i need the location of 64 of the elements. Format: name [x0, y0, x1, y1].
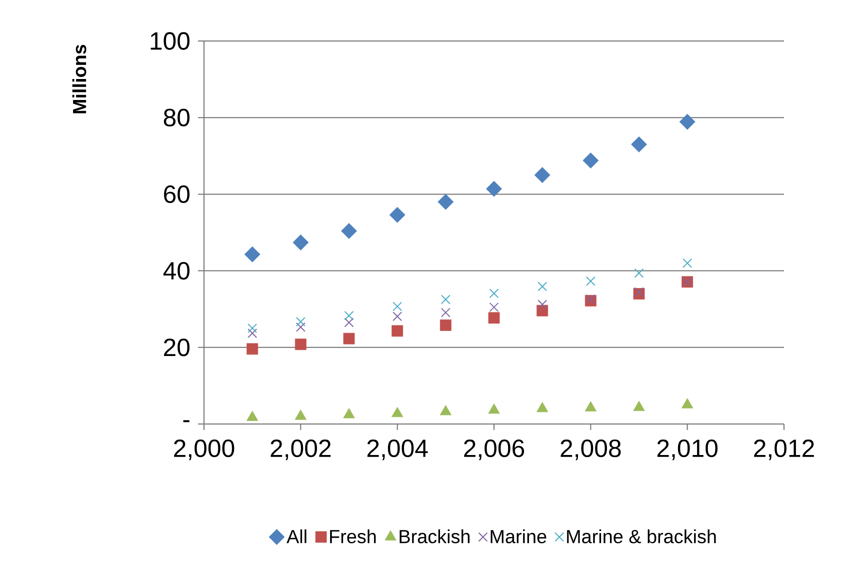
- point: [631, 136, 647, 152]
- point: [538, 282, 548, 292]
- point: [634, 268, 644, 278]
- point: [584, 401, 596, 412]
- y-tick-label: 40: [163, 262, 190, 280]
- y-tick-label: -: [183, 420, 190, 422]
- x-tick-label: 2,010: [657, 440, 718, 460]
- point: [392, 312, 402, 322]
- legend-label: Marine: [490, 529, 546, 544]
- point: [586, 294, 596, 304]
- x-tick-label: 2,012: [754, 440, 814, 460]
- point: [440, 308, 450, 318]
- x-tick-label: 2,002: [270, 440, 331, 460]
- point: [438, 194, 454, 210]
- point: [682, 398, 694, 408]
- point: [682, 258, 692, 268]
- point: [679, 114, 696, 130]
- point: [389, 206, 406, 223]
- point: [344, 318, 354, 328]
- y-tick-label: 20: [164, 338, 190, 356]
- y-tick-label: 60: [164, 185, 190, 204]
- point: [244, 246, 260, 262]
- x-tick-label: 2,004: [367, 440, 428, 460]
- point: [343, 332, 355, 344]
- legend-label: Marine & brackish: [567, 529, 716, 544]
- point: [392, 325, 404, 337]
- point: [489, 302, 499, 312]
- point: [392, 406, 404, 418]
- point: [248, 324, 258, 333]
- point: [586, 276, 596, 286]
- point: [489, 288, 499, 298]
- x-tick-label: 2,008: [560, 440, 621, 460]
- point: [296, 316, 306, 326]
- point: [294, 410, 306, 420]
- y-axis-title: Millions: [72, 44, 86, 114]
- y-tick-label: 100: [150, 32, 190, 50]
- legend-label: All: [286, 529, 306, 544]
- y-tick-label: 80: [164, 108, 190, 126]
- point: [294, 338, 306, 350]
- point: [488, 312, 500, 324]
- point: [440, 294, 450, 304]
- point: [344, 310, 354, 320]
- point: [440, 319, 452, 331]
- legend-label: Fresh: [330, 529, 376, 544]
- legend-label: Brackish: [400, 529, 470, 544]
- point: [246, 343, 258, 355]
- point: [248, 328, 258, 338]
- point: [536, 304, 548, 316]
- point: [582, 152, 599, 168]
- point: [392, 302, 402, 312]
- x-tick-label: 2,000: [174, 440, 234, 460]
- point: [486, 180, 502, 197]
- point: [634, 287, 644, 297]
- point: [440, 405, 452, 416]
- point: [633, 400, 645, 411]
- point: [534, 167, 550, 184]
- point: [488, 404, 500, 414]
- point: [246, 410, 258, 421]
- point: [292, 234, 309, 250]
- point: [536, 402, 548, 412]
- x-tick-label: 2,006: [464, 440, 524, 460]
- point: [538, 300, 548, 310]
- point: [341, 222, 357, 239]
- point: [343, 408, 355, 418]
